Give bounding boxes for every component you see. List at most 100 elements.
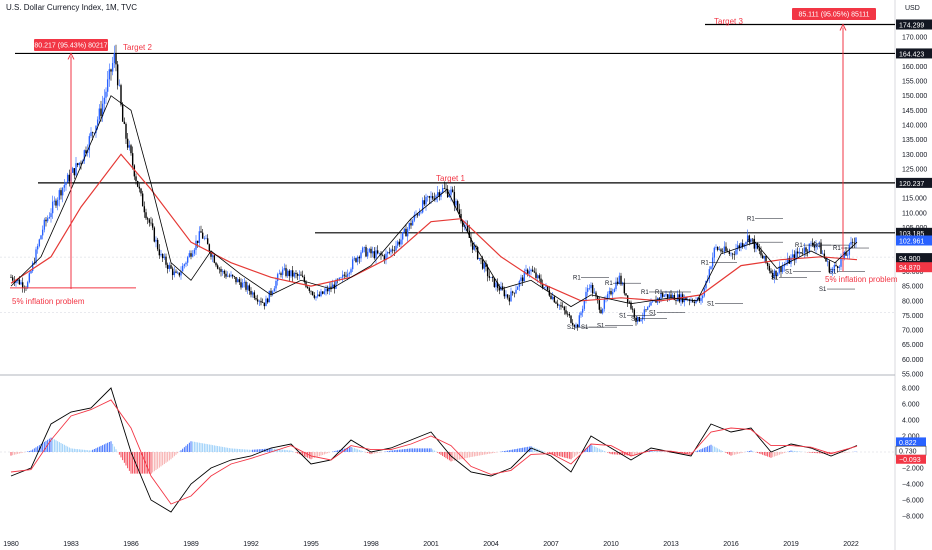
candle-body: [776, 272, 779, 276]
axis-tag-120: 120.237: [899, 181, 924, 188]
candle-body: [765, 255, 767, 263]
pivot-r1-label: R1: [573, 275, 581, 281]
macd-y-tick-label: −2.000: [902, 466, 924, 473]
candle-body: [541, 284, 544, 289]
candle-body: [578, 315, 581, 328]
x-tick-label: 2013: [663, 541, 679, 548]
candle-body: [676, 294, 679, 302]
y-tick-label: 85.000: [902, 284, 924, 291]
candle-body: [835, 265, 837, 267]
candle-body: [323, 291, 326, 294]
candle-body: [266, 298, 269, 303]
candle-body: [781, 266, 784, 272]
candle-body: [453, 192, 456, 206]
candle-body: [618, 275, 621, 284]
candle-body: [543, 287, 546, 289]
candle-body: [441, 188, 444, 193]
candle-body: [461, 221, 464, 227]
candle-body: [110, 69, 112, 72]
pivot-r1-label: R1: [701, 261, 709, 267]
candle-body: [748, 235, 751, 242]
candle-body: [51, 201, 54, 214]
candle-body: [275, 280, 277, 289]
candle-body: [716, 246, 719, 250]
candle-body: [45, 219, 47, 222]
candle-body: [375, 250, 377, 259]
candle-body: [468, 230, 471, 238]
candle-body: [103, 97, 106, 104]
candle-body: [421, 200, 424, 213]
chart-title: U.S. Dollar Currency Index, 1M, TVC: [6, 3, 138, 12]
candle-body: [183, 264, 186, 266]
candle-body: [243, 281, 246, 283]
y-tick-label: 75.000: [902, 313, 924, 320]
candle-body: [290, 270, 292, 277]
candle-body: [695, 300, 697, 303]
candle-body: [753, 238, 756, 249]
candle-body: [615, 281, 617, 290]
target-3-measure-tag-bg: [792, 8, 876, 20]
candle-body: [145, 212, 147, 219]
candle-body: [346, 273, 349, 277]
candle-body: [720, 249, 722, 252]
candle-body: [818, 242, 821, 244]
candle-body: [133, 165, 136, 177]
candle-body: [75, 163, 77, 176]
candle-body: [320, 291, 322, 297]
candle-body: [321, 291, 324, 294]
candle-body: [821, 253, 824, 255]
candle-body: [711, 257, 714, 267]
candle-body: [516, 286, 519, 290]
candle-body: [761, 255, 764, 259]
candle-body: [241, 282, 244, 288]
candle-body: [533, 271, 536, 273]
y-tick-label: 110.000: [902, 210, 927, 217]
candle-body: [213, 255, 216, 263]
candle-body: [225, 273, 227, 277]
candle-body: [125, 123, 127, 139]
candle-body: [631, 308, 634, 310]
candle-body: [83, 150, 86, 161]
candle-body: [128, 145, 131, 148]
candle-body: [728, 251, 731, 254]
candle-body: [595, 292, 597, 297]
macd-readout-bg: [896, 454, 926, 464]
candle-body: [165, 256, 167, 265]
candle-body: [485, 263, 487, 267]
candle-body: [16, 279, 19, 281]
candle-body: [666, 294, 669, 298]
candle-body: [30, 271, 32, 274]
candle-body: [786, 257, 789, 264]
axis-tag-103: 103.185: [899, 231, 924, 238]
candle-body: [428, 196, 431, 198]
candle-body: [153, 227, 156, 242]
candle-body: [635, 317, 637, 322]
y-tick-label: 160.000: [902, 64, 927, 71]
candle-body: [200, 231, 202, 233]
candle-body: [486, 266, 489, 277]
candle-body: [280, 273, 282, 275]
candle-body: [661, 293, 664, 297]
candle-body: [338, 277, 341, 281]
candle-body: [685, 297, 687, 301]
candle-body: [118, 85, 121, 86]
candle-body: [826, 261, 829, 262]
candle-body: [436, 192, 439, 196]
candle-body: [670, 294, 672, 298]
candle-body: [245, 281, 247, 290]
pivot-s1-label: S1: [707, 302, 715, 308]
candle-body: [343, 274, 346, 276]
candle-body: [598, 300, 601, 310]
candle-body: [556, 303, 559, 306]
moving-average-red: [10, 153, 858, 302]
candle-body: [686, 299, 689, 301]
candle-body: [810, 242, 812, 244]
candle-body: [521, 277, 524, 282]
candle-body: [566, 313, 569, 315]
candle-body: [78, 162, 81, 166]
candle-body: [383, 255, 386, 261]
candle-body: [623, 282, 626, 294]
candle-body: [616, 281, 619, 284]
candle-body: [301, 275, 304, 277]
candle-body: [180, 271, 182, 276]
